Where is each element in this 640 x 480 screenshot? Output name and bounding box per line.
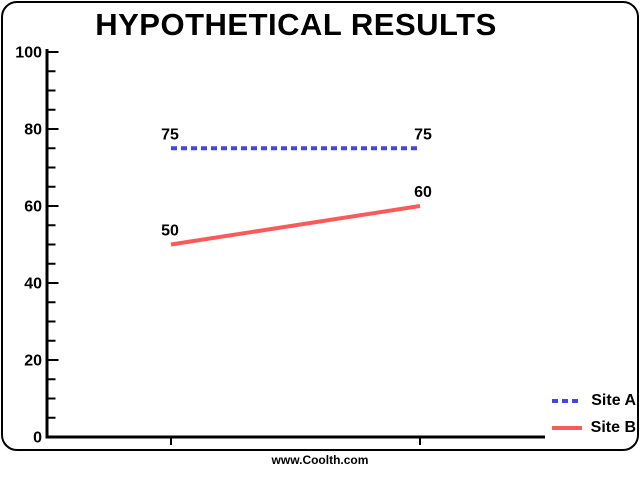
plot-svg: 0 20 40 60 80 100 75 75 50 60 xyxy=(15,45,545,447)
site-a-dashed-line-swatch xyxy=(552,399,583,403)
chart-border xyxy=(1,1,639,451)
legend-label-site-b: Site B xyxy=(590,419,636,436)
y-tick-label: 80 xyxy=(24,122,42,139)
footer-watermark: www.Coolth.com xyxy=(271,453,369,467)
chart-title: HYPOTHETICAL RESULTS xyxy=(95,7,497,42)
series-line-site-b xyxy=(170,204,421,247)
y-tick-label: 60 xyxy=(24,199,42,216)
data-label-site-a: 75 xyxy=(414,126,432,143)
legend-label-site-a: Site A xyxy=(591,392,636,409)
data-label-site-b: 60 xyxy=(414,184,432,201)
data-label-site-b: 50 xyxy=(161,223,179,240)
data-label-site-a: 75 xyxy=(161,126,179,143)
legend-item-site-a: Site A xyxy=(552,392,636,410)
site-b-solid-line-swatch xyxy=(551,426,582,430)
y-tick-label: 40 xyxy=(24,276,42,293)
y-tick-label: 20 xyxy=(24,353,42,370)
y-tick-label: 0 xyxy=(33,430,42,447)
legend-item-site-b: Site B xyxy=(551,419,636,437)
y-tick-label: 100 xyxy=(15,45,42,62)
